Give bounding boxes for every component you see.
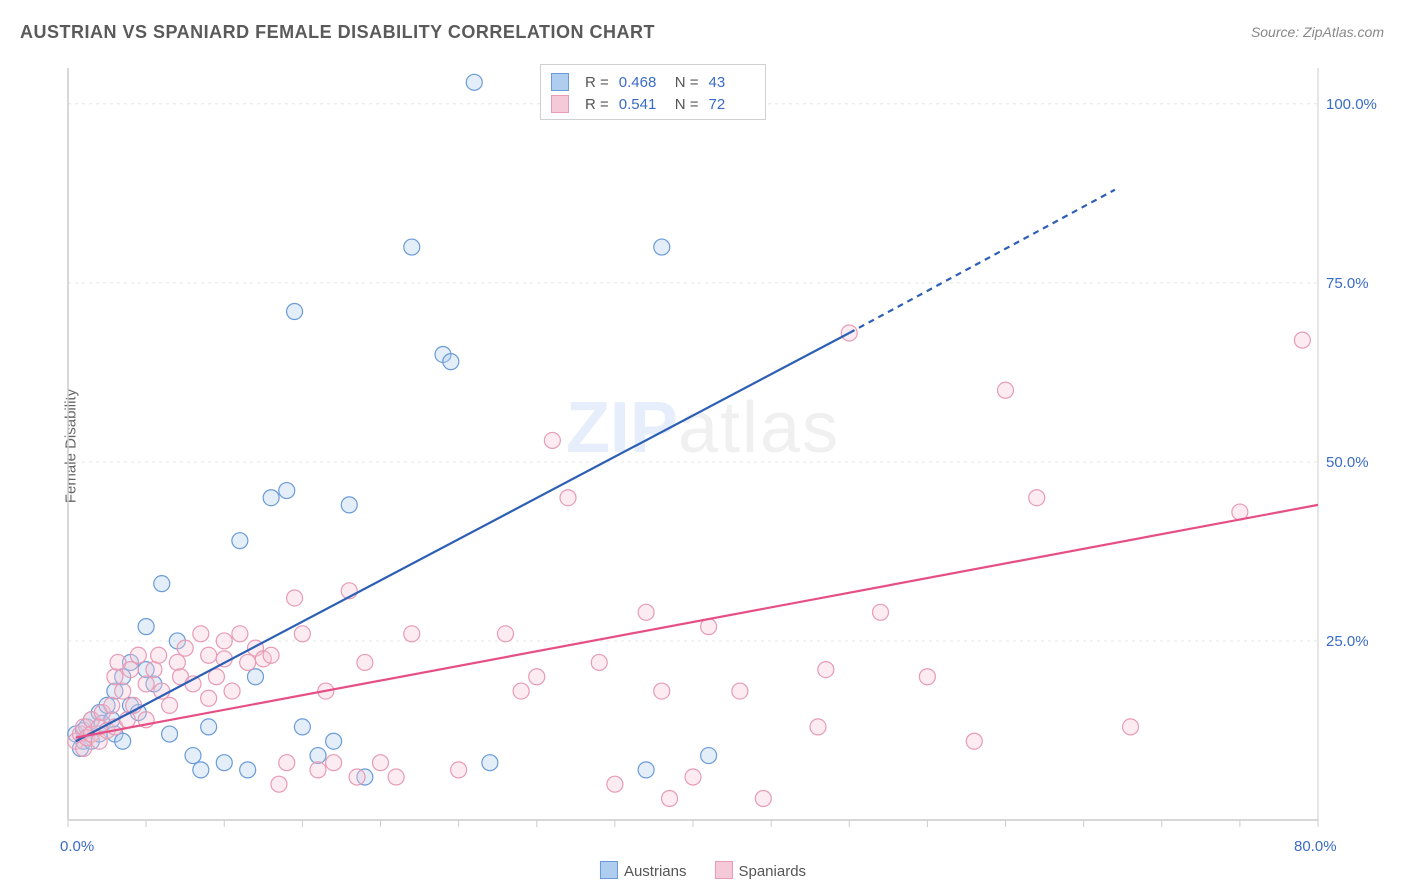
correlation-chart: 25.0% 50.0% 75.0% 100.0%	[48, 60, 1388, 850]
page-title: AUSTRIAN VS SPANIARD FEMALE DISABILITY C…	[20, 22, 655, 43]
stats-row: R =0.541N =72	[551, 93, 755, 115]
x-axis-min-label: 0.0%	[60, 838, 94, 855]
legend-swatch-icon	[551, 73, 569, 91]
stats-row: R =0.468N =43	[551, 71, 755, 93]
legend-item: Austrians	[600, 861, 687, 880]
svg-text:100.0%: 100.0%	[1326, 96, 1377, 113]
svg-text:25.0%: 25.0%	[1326, 633, 1369, 650]
source-attribution: Source: ZipAtlas.com	[1251, 24, 1384, 40]
legend-item: Spaniards	[714, 861, 806, 880]
legend-swatch-icon	[600, 861, 618, 879]
legend-swatch-icon	[551, 95, 569, 113]
series-legend: Austrians Spaniards	[600, 861, 806, 880]
legend-swatch-icon	[714, 861, 732, 879]
x-axis-max-label: 80.0%	[1294, 838, 1337, 855]
svg-text:75.0%: 75.0%	[1326, 275, 1369, 292]
svg-text:50.0%: 50.0%	[1326, 454, 1369, 471]
stats-legend-box: R =0.468N =43R =0.541N =72	[540, 64, 766, 120]
